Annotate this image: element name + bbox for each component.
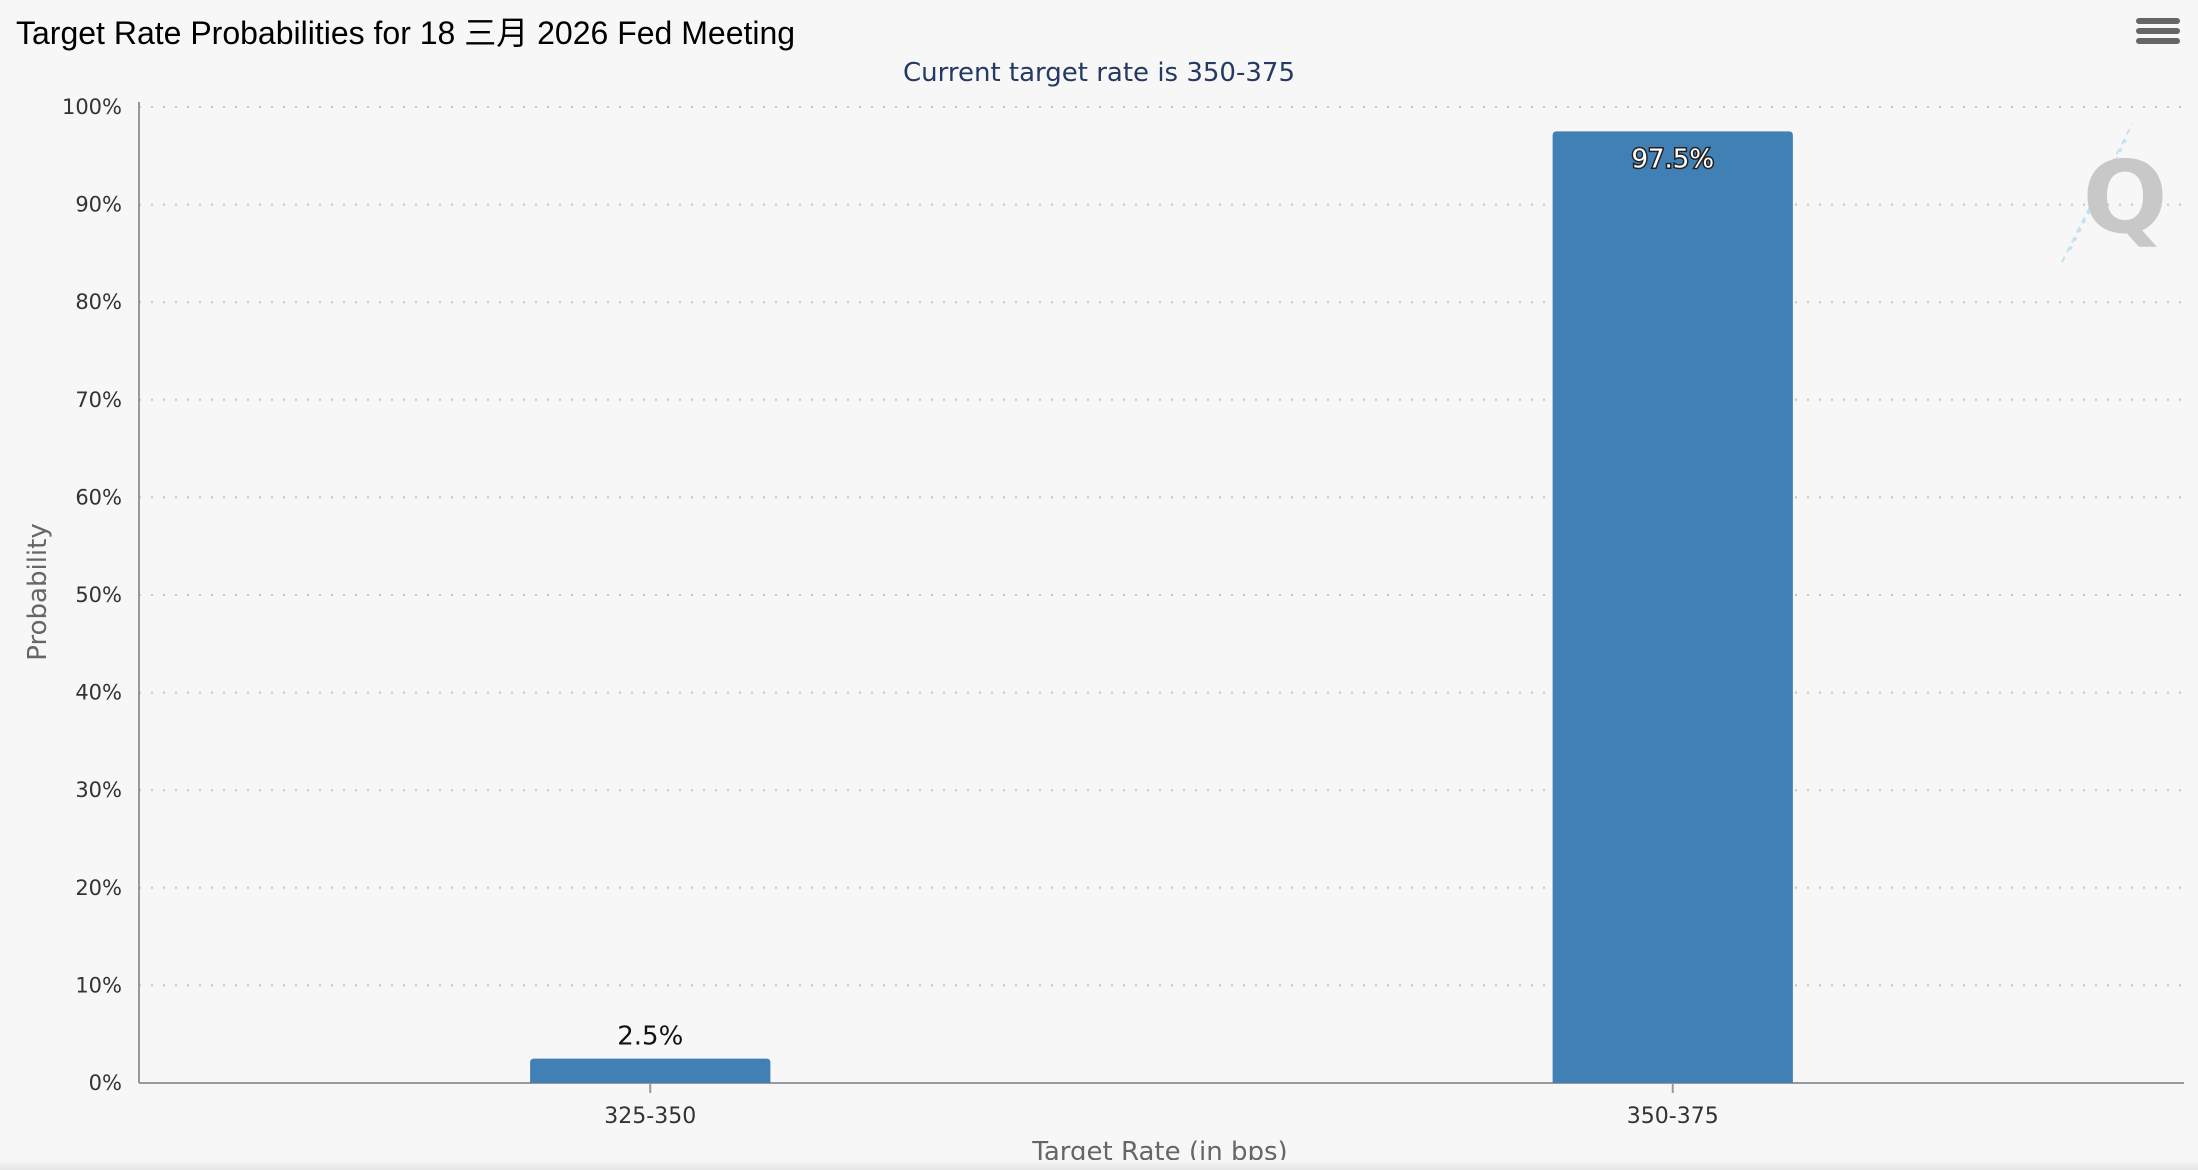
axes [139, 102, 2184, 1083]
bar-data-label: 2.5% [617, 1022, 683, 1052]
watermark-q-logo: Q [2082, 139, 2167, 256]
x-axis-ticks: 325-350 350-375 [604, 1083, 1718, 1129]
bar-data-label: 97.5% [1631, 144, 1714, 174]
y-tick-label: 10% [75, 973, 122, 997]
y-axis-title: Probability [23, 523, 53, 660]
y-tick-label: 20% [75, 876, 122, 900]
watermark-logo: Q [2062, 124, 2168, 262]
y-tick-label: 60% [75, 485, 122, 509]
y-tick-label: 50% [75, 583, 122, 607]
y-tick-label: 40% [75, 681, 122, 705]
x-tick-label: 325-350 [604, 1104, 696, 1129]
y-tick-label: 0% [89, 1071, 122, 1095]
y-tick-label: 90% [75, 193, 122, 217]
bars: 2.5% 97.5% [530, 131, 1793, 1083]
y-tick-label: 30% [75, 778, 122, 802]
bar[interactable] [1553, 131, 1793, 1083]
x-tick-label: 350-375 [1627, 1104, 1719, 1129]
bottom-shade [0, 1160, 2198, 1170]
y-tick-label: 70% [75, 388, 122, 412]
y-tick-label: 100% [62, 95, 122, 119]
y-axis-ticks: 0% 10% 20% 30% 40% 50% 60% 70% 80% 90% 100% [62, 95, 122, 1095]
y-tick-label: 80% [75, 290, 122, 314]
grid-lines [139, 107, 2184, 985]
bar[interactable] [530, 1059, 770, 1083]
